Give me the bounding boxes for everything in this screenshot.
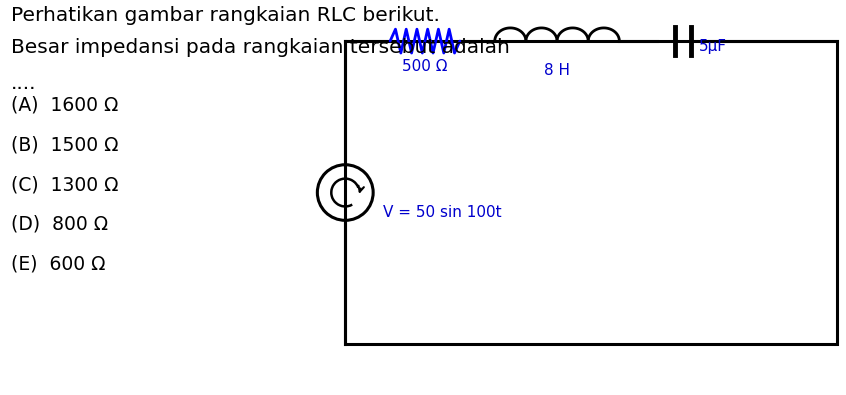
Text: (D)  800 Ω: (D) 800 Ω [11, 215, 108, 234]
Bar [345, 41, 837, 344]
Text: (E)  600 Ω: (E) 600 Ω [11, 255, 106, 274]
Text: ....: .... [11, 74, 37, 93]
Text: (C)  1300 Ω: (C) 1300 Ω [11, 175, 118, 194]
Text: (B)  1500 Ω: (B) 1500 Ω [11, 135, 118, 154]
Text: (A)  1600 Ω: (A) 1600 Ω [11, 96, 118, 115]
Text: 500 Ω: 500 Ω [402, 59, 448, 74]
Text: V = 50 sin 100t: V = 50 sin 100t [383, 205, 502, 220]
Text: 5μF: 5μF [699, 39, 727, 54]
Text: Besar impedansi pada rangkaian tersebut adalah: Besar impedansi pada rangkaian tersebut … [11, 38, 510, 57]
Text: Perhatikan gambar rangkaian RLC berikut.: Perhatikan gambar rangkaian RLC berikut. [11, 6, 440, 25]
Text: 8 H: 8 H [544, 63, 570, 78]
